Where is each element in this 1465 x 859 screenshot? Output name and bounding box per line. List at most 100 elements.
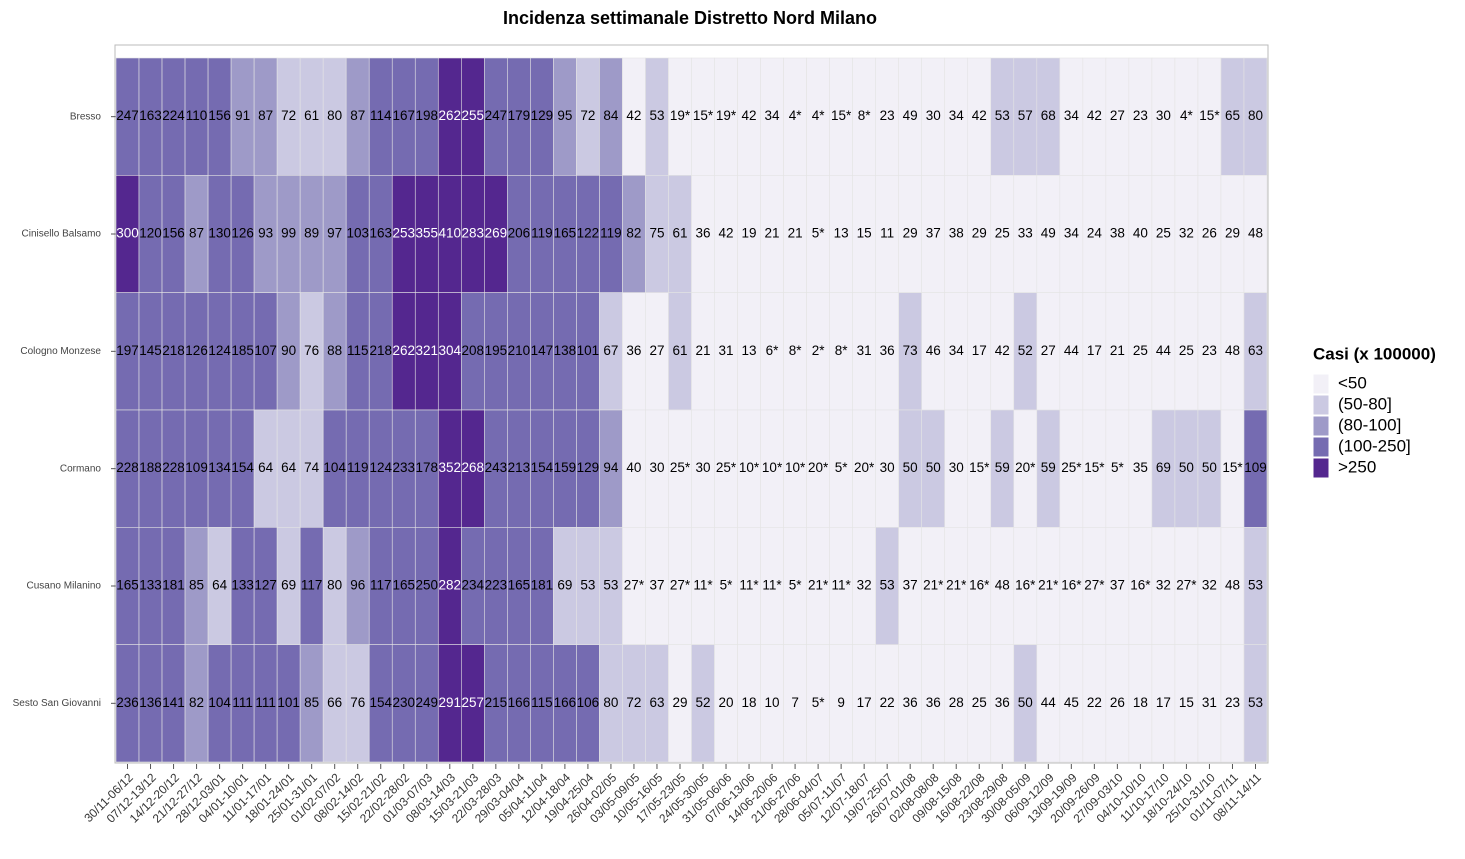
cell-label: 25* [1061,460,1082,475]
legend-label: <50 [1338,373,1367,392]
cell-label: 5* [720,578,734,593]
cell [1243,644,1268,763]
cell-label: 15* [969,460,990,475]
cell-label: 36 [626,343,641,358]
cell-label: 111 [232,695,253,710]
cell-label: 103 [346,226,369,241]
cell-label: 53 [880,578,895,593]
cell-label: 82 [626,226,641,241]
cell-label: 20 [719,695,734,710]
cell-label: 42 [626,108,641,123]
cell-label: 34 [949,343,965,358]
cell-label: 16* [1130,578,1151,593]
cell-label: 165 [116,578,139,593]
cell-label: 179 [508,108,531,123]
cell-label: 154 [231,460,254,475]
cell-label: 120 [139,226,162,241]
cell-label: 19* [670,108,691,123]
cell-label: 10* [739,460,760,475]
cell-label: 29 [903,226,918,241]
cell-label: 7 [791,695,799,710]
cell-label: 68 [1041,108,1056,123]
cell-label: 37 [903,578,918,593]
cell-label: 218 [369,343,392,358]
cell-label: 89 [304,226,319,241]
cell-label: 35 [1133,460,1148,475]
cell-label: 48 [1225,343,1240,358]
cell-label: 250 [416,578,439,593]
cell-label: 11* [762,578,782,593]
cell-label: 30 [695,460,710,475]
cell-label: 36 [880,343,895,358]
cell-label: 133 [139,578,162,593]
cell-label: 117 [370,578,392,593]
cell-label: 95 [557,108,572,123]
cell-label: 10* [785,460,806,475]
cell-label: 64 [281,460,297,475]
cell-label: 262 [439,108,462,123]
cell-label: 104 [208,695,231,710]
cell-label: 15* [1199,108,1220,123]
cell-label: 126 [231,226,254,241]
cell-label: 48 [995,578,1010,593]
cell-label: 185 [231,343,254,358]
cell-label: 181 [531,578,554,593]
cell-label: 236 [116,695,139,710]
cell-label: 109 [1244,460,1267,475]
cell-label: 72 [281,108,296,123]
legend-key [1312,436,1330,458]
cell-label: 138 [554,343,577,358]
cell-label: 5* [1111,460,1125,475]
cell-label: 20* [1015,460,1036,475]
cell-label: 66 [327,695,342,710]
cell-label: 141 [162,695,185,710]
cell-label: 53 [995,108,1010,123]
cell-label: 6* [766,343,780,358]
cell-label: 243 [485,460,508,475]
cell-label: 53 [580,578,595,593]
cell-label: 119 [347,460,369,475]
cell-label: 165 [554,226,577,241]
cell-label: 30 [926,108,941,123]
cell-label: 19* [716,108,737,123]
cell-label: 76 [304,343,319,358]
cell-label: 188 [139,460,162,475]
cell-label: 53 [1248,578,1263,593]
cell-label: 23 [1202,343,1217,358]
cell-label: 8* [789,343,803,358]
cell-label: 93 [258,226,273,241]
cell-label: 61 [672,226,687,241]
cell-label: 111 [255,695,276,710]
cell-label: 247 [485,108,508,123]
cell-label: 27 [1041,343,1056,358]
cell-label: 13 [834,226,849,241]
cell-label: 23 [880,108,895,123]
cell-label: 10* [762,460,783,475]
cell-label: 25 [1133,343,1148,358]
cell-label: 61 [304,108,319,123]
cell-label: 21* [946,578,967,593]
cell-label: 87 [189,226,204,241]
cell-label: 31 [719,343,734,358]
cell-label: 19 [742,226,757,241]
cell-label: 29 [1225,226,1240,241]
cell-label: 40 [626,460,641,475]
cell-label: 34 [1064,226,1080,241]
cell-label: 34 [765,108,781,123]
cell-label: 34 [949,108,965,123]
cell-label: 36 [995,695,1010,710]
cell-label: 94 [603,460,619,475]
cell-label: 82 [189,695,204,710]
cell-label: 32 [1179,226,1194,241]
cell-label: 154 [369,695,392,710]
cell-label: 37 [1110,578,1125,593]
cell-label: 106 [577,695,600,710]
cell-label: 91 [235,108,250,123]
cell-label: 69 [1156,460,1171,475]
legend-key [1312,457,1330,479]
cell-label: 27* [670,578,691,593]
cell-label: 16* [1015,578,1036,593]
cell-label: 65 [1225,108,1240,123]
cell-label: 45 [1064,695,1079,710]
legend-title: Casi (x 100000) [1313,344,1436,363]
